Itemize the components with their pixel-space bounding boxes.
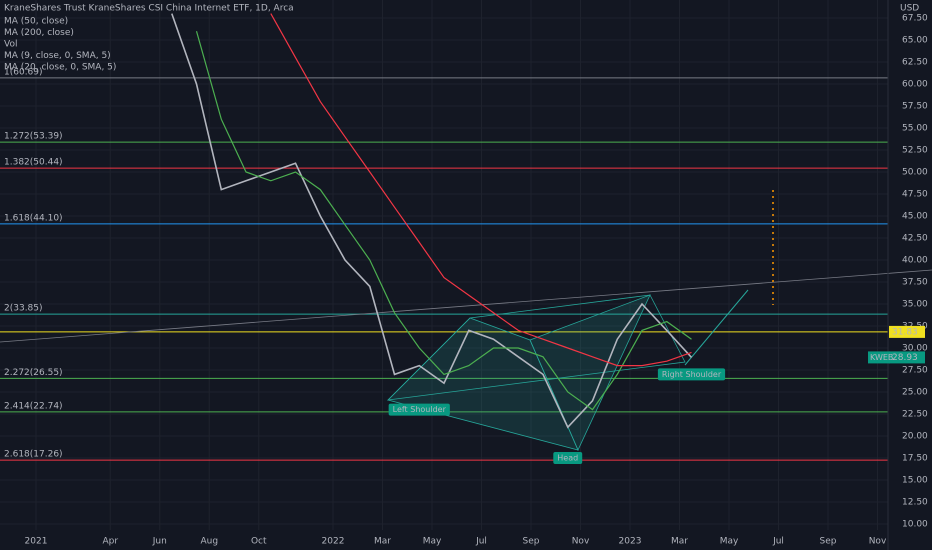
x-tick-label: Mar [671, 537, 688, 547]
y-tick-label: 30.00 [902, 344, 928, 354]
last-price-tag [889, 351, 925, 364]
y-tick-label: 10.00 [902, 520, 928, 530]
annotation-box [657, 368, 726, 381]
legend-entry: MA (9, close, 0, SMA, 5) [4, 51, 111, 61]
y-tick-label: 20.00 [902, 432, 928, 442]
fib-label: 2.414(22.74) [4, 401, 63, 411]
y-tick-label: 35.00 [902, 300, 928, 310]
fib-label: 2(33.85) [4, 304, 43, 314]
fib-label: 2.272(26.55) [4, 368, 63, 378]
fib-label: 1.618(44.10) [4, 213, 63, 223]
price-tag [889, 325, 925, 338]
fib-label: 1.382(50.44) [4, 158, 63, 168]
fib-label: 1(60.69) [4, 67, 43, 77]
x-tick-label: Jul [772, 537, 784, 547]
annotation: Left Shoulder [393, 405, 447, 414]
y-tick-label: 57.50 [902, 102, 928, 112]
symbol-tag [868, 351, 890, 364]
projection-line [684, 289, 749, 366]
x-tick-label: Oct [251, 537, 267, 547]
legend-entry: MA (20, close, 0, SMA, 5) [4, 63, 116, 73]
annotation: Head [557, 454, 578, 463]
y-tick-label: 37.50 [902, 278, 928, 288]
x-tick-label: Aug [200, 537, 218, 547]
fib-label: 2.618(17.26) [4, 450, 63, 460]
y-tick-label: 22.50 [902, 410, 928, 420]
y-tick-label: 12.50 [902, 498, 928, 508]
plot: 1(60.69) 1.272(53.39) 1.382(50.44) 1.618(44… [4, 13, 726, 464]
annotation-box [388, 403, 450, 416]
y-tick-label: 52.50 [902, 146, 928, 156]
fib-label: 1.272(53.39) [4, 132, 63, 142]
y-tick-label: 50.00 [902, 168, 928, 178]
y-tick-label: 17.50 [902, 454, 928, 464]
series-line [270, 13, 692, 367]
chart-title: KraneShares Trust KraneShares CSI China … [4, 4, 294, 14]
legend-entry: Vol [4, 40, 17, 50]
legend-entry: MA (50, close) [4, 17, 68, 27]
y-tick-label: 62.50 [902, 58, 928, 68]
y-tick-label: 47.50 [902, 190, 928, 200]
legend-entry: MA (200, close) [4, 28, 74, 38]
annotation: Right Shoulder [662, 370, 722, 379]
y-tick-label: 45.00 [902, 212, 928, 222]
pattern-outline [386, 294, 686, 401]
last-price-label: 28.93 [892, 353, 918, 363]
y-tick-label: 55.00 [902, 124, 928, 134]
y-tick-label: 27.50 [902, 366, 928, 376]
y-tick-label: 25.00 [902, 388, 928, 398]
x-tick-label: Sep [523, 537, 540, 547]
y-axis-label: USD [900, 4, 919, 14]
annotation-box [553, 452, 583, 464]
x-tick-label: Apr [102, 537, 118, 547]
pattern-fill [529, 294, 651, 451]
x-tick-label: May [423, 537, 442, 547]
x-tick-label: 2022 [322, 537, 345, 547]
symbol-label: KWEB [870, 353, 893, 362]
x-tick-label: Sep [820, 537, 837, 547]
y-tick-label: 67.50 [902, 14, 928, 24]
y-tick-label: 65.00 [902, 36, 928, 46]
trend-line [0, 269, 932, 343]
y-tick-label: 40.00 [902, 256, 928, 266]
x-tick-label: Jul [475, 537, 487, 547]
x-tick-label: Jun [152, 537, 167, 547]
price-tag-label: 31.83 [892, 327, 918, 337]
x-tick-label: 2021 [25, 537, 48, 547]
x-tick-label: Nov [572, 537, 590, 547]
x-tick-label: 2023 [619, 537, 642, 547]
y-tick-label: 60.00 [902, 80, 928, 90]
x-tick-label: Mar [374, 537, 391, 547]
y-tick-label: 42.50 [902, 234, 928, 244]
grid [0, 0, 888, 530]
x-tick-label: May [720, 537, 739, 547]
y-tick-label: 15.00 [902, 476, 928, 486]
x-tick-label: Nov [869, 537, 887, 547]
series-line [195, 31, 692, 411]
